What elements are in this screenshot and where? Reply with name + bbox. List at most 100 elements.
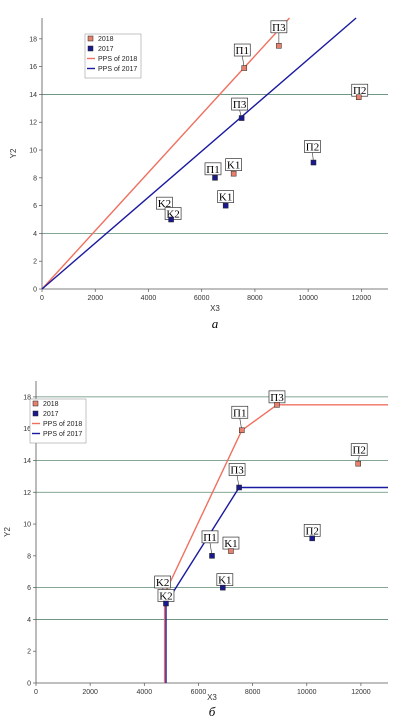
- point-2017: [168, 216, 174, 223]
- point-2017: [209, 553, 215, 559]
- y-axis-label: Y2: [3, 527, 12, 537]
- panel-caption: a: [212, 316, 219, 331]
- point-2018: [355, 460, 361, 467]
- point-label: П3: [272, 22, 286, 34]
- y-tick-label: 6: [33, 203, 37, 210]
- legend: 2018 2017 PPS of 2018 PPS of 2017: [29, 398, 87, 444]
- legend-marker: [87, 45, 94, 52]
- x-tick-label: 2000: [87, 295, 103, 302]
- y-tick-label: 4: [33, 231, 37, 238]
- y-tick-label: 8: [27, 553, 31, 560]
- point-2017: [222, 202, 229, 209]
- point-2017: [309, 535, 315, 542]
- point-2017: [310, 159, 317, 166]
- point-label: П2: [306, 142, 319, 154]
- x-tick-label: 6000: [191, 689, 207, 696]
- y-tick-label: 12: [23, 490, 31, 497]
- legend-label: 2017: [43, 411, 59, 418]
- y-tick-label: 10: [23, 522, 31, 529]
- point-label-box: [156, 196, 173, 210]
- y-tick-label: 6: [27, 585, 31, 592]
- legend-marker: [32, 410, 39, 417]
- x-tick-label: 12000: [352, 295, 372, 302]
- y-tick-label: 18: [29, 36, 37, 43]
- point-label: П1: [203, 532, 216, 544]
- point-label-box: [154, 575, 171, 589]
- point-label-box: [304, 140, 321, 153]
- y-tick-label: 4: [27, 617, 31, 624]
- point-label: П1: [236, 45, 249, 57]
- x-tick-label: 0: [34, 689, 38, 696]
- legend-label: PPS of 2017: [98, 66, 137, 73]
- y-tick-label: 14: [29, 92, 37, 99]
- point-label-box: [270, 20, 288, 34]
- y-axis-label: Y2: [9, 148, 18, 158]
- point-label: П2: [305, 525, 318, 537]
- x-tick-label: 4000: [137, 689, 153, 696]
- legend-box: [29, 398, 87, 444]
- chart-panel-2: 0 2000 4000 6000 8000 10000 12000 0 2 4 6 8 10 12 14 16…: [3, 381, 388, 719]
- frontier-line: [41, 17, 357, 290]
- point-label: K1: [227, 160, 240, 172]
- point-2018: [239, 427, 245, 434]
- y-tick-label: 2: [33, 259, 37, 266]
- point-label: K2: [156, 577, 169, 589]
- point-label-box: [231, 405, 249, 419]
- legend-label: PPS of 2018: [43, 421, 82, 428]
- point-label: K1: [224, 538, 237, 550]
- chart-panel-1: 0 2000 4000 6000 8000 10000 12000 0 2 4 6 8 10 12 14 16…: [9, 17, 388, 331]
- point-label: П2: [352, 445, 365, 457]
- y-tick-label: 18: [23, 394, 31, 401]
- point-label-box: [231, 97, 248, 111]
- point-2017: [212, 175, 218, 181]
- legend: 2018 2017 PPS of 2018 PPS of 2017: [84, 33, 142, 79]
- point-label: П1: [233, 407, 246, 419]
- legend-label: 2018: [98, 36, 114, 43]
- legend-label: PPS of 2017: [43, 431, 82, 438]
- legend-label: 2017: [98, 46, 114, 53]
- y-tick-label: 2: [27, 649, 31, 656]
- point-label: П1: [206, 164, 219, 176]
- frontier-line: [41, 17, 291, 290]
- point-label: П3: [233, 99, 247, 111]
- x-tick-label: 12000: [351, 689, 371, 696]
- point-label-box: [225, 158, 242, 172]
- y-tick-label: 8: [33, 175, 37, 182]
- point-label: K2: [159, 591, 172, 603]
- x-tick-label: 8000: [247, 295, 263, 302]
- point-label-box: [233, 43, 251, 57]
- y-tick-label: 10: [29, 148, 37, 155]
- point-2017: [220, 584, 226, 591]
- point-2017: [236, 484, 242, 491]
- x-tick-label: 4000: [141, 295, 157, 302]
- point-label: K1: [219, 192, 232, 204]
- point-2018: [276, 43, 282, 49]
- x-tick-label: 2000: [82, 689, 98, 696]
- point-label: K1: [218, 575, 231, 587]
- point-2018: [241, 65, 248, 71]
- point-label: П3: [230, 464, 244, 476]
- legend-label: PPS of 2018: [98, 56, 137, 63]
- legend-marker: [32, 400, 39, 407]
- legend-label: 2018: [43, 401, 59, 408]
- panel-caption: б: [209, 704, 216, 719]
- y-tick-label: 14: [23, 458, 31, 465]
- legend-box: [84, 33, 142, 79]
- x-tick-label: 10000: [297, 689, 317, 696]
- point-label: П3: [270, 392, 284, 404]
- point-2018: [228, 548, 234, 554]
- x-tick-label: 8000: [245, 689, 261, 696]
- y-tick-label: 0: [27, 681, 31, 688]
- y-tick-label: 0: [33, 287, 37, 294]
- y-tick-label: 16: [29, 64, 37, 71]
- point-2017: [163, 600, 169, 607]
- y-tick-label: 16: [23, 426, 31, 433]
- point-2018: [355, 94, 362, 100]
- frontier-line: [165, 486, 388, 683]
- x-tick-label: 6000: [194, 295, 210, 302]
- point-label-box: [201, 530, 219, 544]
- point-2018: [230, 170, 237, 177]
- point-2018: [274, 402, 280, 408]
- point-label-box: [217, 190, 234, 203]
